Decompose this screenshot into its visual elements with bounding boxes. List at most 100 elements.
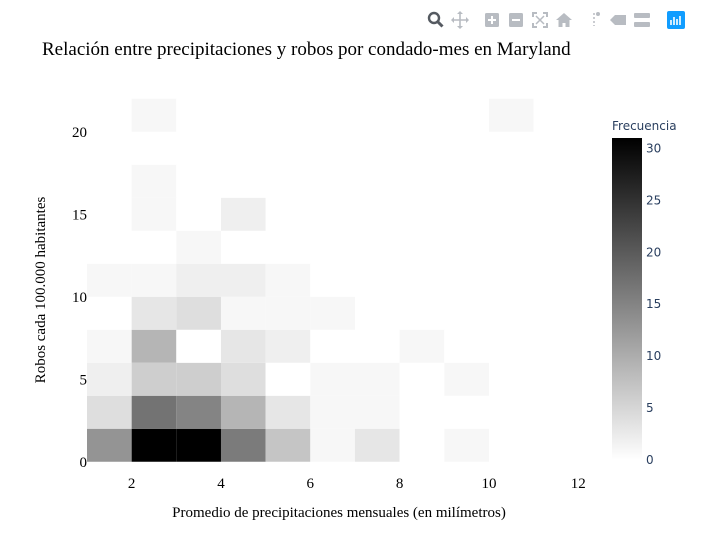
heatmap-cell[interactable] (220, 395, 266, 429)
heatmap-cell[interactable] (265, 428, 311, 462)
plotly-logo-icon[interactable] (666, 10, 686, 30)
heatmap-cell[interactable] (310, 329, 355, 363)
heatmap-cell[interactable] (444, 395, 489, 429)
heatmap-cell[interactable] (354, 230, 400, 264)
heatmap-cell[interactable] (488, 164, 534, 198)
heatmap-cell[interactable] (444, 428, 489, 462)
heatmap-cell[interactable] (131, 131, 177, 165)
spike-lines-icon[interactable] (584, 10, 604, 30)
heatmap-cell[interactable] (176, 428, 221, 462)
heatmap-cell[interactable] (87, 164, 132, 198)
heatmap-cell[interactable] (354, 164, 400, 198)
heatmap-cell[interactable] (488, 395, 534, 429)
heatmap-cell[interactable] (310, 428, 355, 462)
heatmap-cell[interactable] (176, 263, 221, 297)
heatmap-cell[interactable] (354, 98, 400, 132)
heatmap-cell[interactable] (399, 230, 445, 264)
heatmap-cell[interactable] (265, 98, 311, 132)
heatmap-cell[interactable] (131, 197, 177, 231)
heatmap-cell[interactable] (533, 98, 579, 132)
heatmap-cell[interactable] (399, 428, 445, 462)
heatmap-cell[interactable] (399, 395, 445, 429)
heatmap-cell[interactable] (399, 362, 445, 396)
autoscale-icon[interactable] (530, 10, 550, 30)
heatmap-cell[interactable] (220, 263, 266, 297)
heatmap-cell[interactable] (354, 131, 400, 165)
heatmap-cell[interactable] (354, 197, 400, 231)
heatmap-cell[interactable] (399, 329, 445, 363)
heatmap-cell[interactable] (488, 362, 534, 396)
heatmap-cell[interactable] (87, 296, 132, 330)
heatmap-cell[interactable] (399, 164, 445, 198)
heatmap-cell[interactable] (310, 296, 355, 330)
heatmap-cell[interactable] (488, 98, 534, 132)
heatmap-cell[interactable] (399, 197, 445, 231)
heatmap-cell[interactable] (533, 395, 579, 429)
heatmap-cell[interactable] (220, 296, 266, 330)
heatmap-cell[interactable] (176, 296, 221, 330)
heatmap-cell[interactable] (310, 164, 355, 198)
heatmap-cell[interactable] (488, 329, 534, 363)
heatmap-cell[interactable] (220, 98, 266, 132)
heatmap-cell[interactable] (444, 131, 489, 165)
heatmap-cell[interactable] (176, 131, 221, 165)
hover-closest-icon[interactable] (608, 10, 628, 30)
heatmap-cell[interactable] (265, 329, 311, 363)
heatmap-cell[interactable] (533, 131, 579, 165)
heatmap-cell[interactable] (87, 428, 132, 462)
heatmap-cell[interactable] (265, 395, 311, 429)
hover-compare-icon[interactable] (632, 10, 652, 30)
heatmap-cell[interactable] (310, 98, 355, 132)
heatmap-cell[interactable] (265, 164, 311, 198)
heatmap-cell[interactable] (310, 230, 355, 264)
heatmap-cell[interactable] (399, 263, 445, 297)
heatmap-cell[interactable] (220, 329, 266, 363)
heatmap-cell[interactable] (265, 131, 311, 165)
heatmap-cell[interactable] (176, 197, 221, 231)
heatmap-cell[interactable] (176, 395, 221, 429)
heatmap-cell[interactable] (488, 296, 534, 330)
zoom-icon[interactable] (426, 10, 446, 30)
heatmap-cell[interactable] (131, 230, 177, 264)
heatmap-cell[interactable] (533, 296, 579, 330)
heatmap-cell[interactable] (354, 296, 400, 330)
heatmap-cell[interactable] (131, 395, 177, 429)
heatmap-cell[interactable] (533, 428, 579, 462)
heatmap-cell[interactable] (176, 98, 221, 132)
heatmap-cell[interactable] (488, 131, 534, 165)
heatmap-cell[interactable] (354, 329, 400, 363)
heatmap-cell[interactable] (176, 164, 221, 198)
heatmap-cell[interactable] (131, 98, 177, 132)
heatmap-cell[interactable] (444, 362, 489, 396)
heatmap-cell[interactable] (488, 230, 534, 264)
heatmap-cell[interactable] (488, 428, 534, 462)
heatmap-cell[interactable] (176, 362, 221, 396)
heatmap-cell[interactable] (354, 362, 400, 396)
heatmap-cell[interactable] (87, 98, 132, 132)
heatmap-cell[interactable] (176, 329, 221, 363)
heatmap-cell[interactable] (310, 197, 355, 231)
heatmap-cell[interactable] (444, 98, 489, 132)
heatmap-cell[interactable] (265, 230, 311, 264)
heatmap-cell[interactable] (176, 230, 221, 264)
heatmap-cell[interactable] (265, 362, 311, 396)
heatmap-cell[interactable] (131, 428, 177, 462)
heatmap-cell[interactable] (399, 296, 445, 330)
heatmap-cell[interactable] (87, 362, 132, 396)
heatmap-cell[interactable] (131, 164, 177, 198)
heatmap-cell[interactable] (310, 362, 355, 396)
reset-axes-icon[interactable] (554, 10, 574, 30)
heatmap-cell[interactable] (444, 197, 489, 231)
heatmap-cell[interactable] (444, 164, 489, 198)
heatmap-cell[interactable] (444, 296, 489, 330)
heatmap-cell[interactable] (399, 131, 445, 165)
heatmap-cell[interactable] (310, 395, 355, 429)
heatmap-cell[interactable] (131, 263, 177, 297)
heatmap-cell[interactable] (220, 197, 266, 231)
heatmap-cell[interactable] (265, 263, 311, 297)
pan-icon[interactable] (450, 10, 470, 30)
heatmap-cell[interactable] (220, 362, 266, 396)
heatmap-cell[interactable] (354, 428, 400, 462)
heatmap-cell[interactable] (310, 263, 355, 297)
